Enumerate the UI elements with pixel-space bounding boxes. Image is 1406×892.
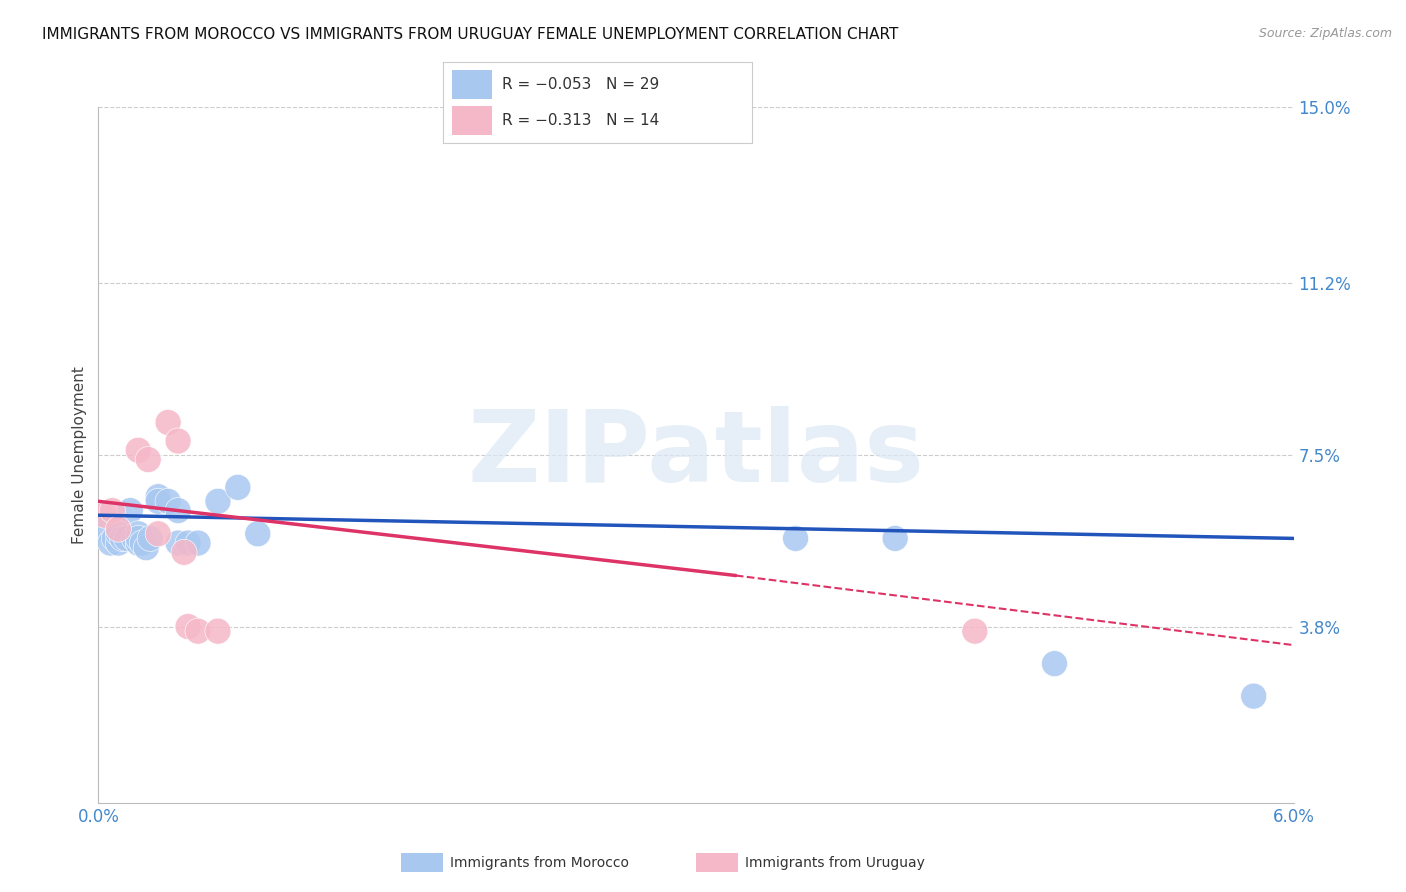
Ellipse shape [125,437,152,463]
Ellipse shape [155,488,181,515]
Ellipse shape [165,530,191,556]
Ellipse shape [205,488,231,515]
Ellipse shape [110,525,135,551]
Ellipse shape [100,498,125,524]
Ellipse shape [91,516,117,542]
Ellipse shape [145,483,172,509]
Ellipse shape [783,525,808,551]
Ellipse shape [105,521,131,547]
Text: R = −0.313   N = 14: R = −0.313 N = 14 [502,112,659,128]
Text: IMMIGRANTS FROM MOROCCO VS IMMIGRANTS FROM URUGUAY FEMALE UNEMPLOYMENT CORRELATI: IMMIGRANTS FROM MOROCCO VS IMMIGRANTS FR… [42,27,898,42]
Ellipse shape [125,525,152,551]
Ellipse shape [205,618,231,644]
Ellipse shape [129,530,155,556]
Ellipse shape [165,498,191,524]
Ellipse shape [172,540,197,566]
Ellipse shape [186,618,211,644]
Ellipse shape [1240,683,1267,709]
Ellipse shape [121,525,148,551]
Ellipse shape [155,409,181,435]
Ellipse shape [105,516,131,542]
Ellipse shape [882,525,908,551]
Bar [453,106,492,135]
Ellipse shape [145,488,172,515]
Text: R = −0.053   N = 29: R = −0.053 N = 29 [502,77,659,92]
Ellipse shape [962,618,988,644]
Text: Immigrants from Morocco: Immigrants from Morocco [450,855,628,870]
Ellipse shape [97,530,124,556]
Ellipse shape [138,525,163,551]
Ellipse shape [105,530,131,556]
Ellipse shape [186,530,211,556]
Text: Immigrants from Uruguay: Immigrants from Uruguay [745,855,925,870]
Ellipse shape [125,530,152,556]
Bar [453,70,492,99]
Ellipse shape [1042,650,1067,677]
Ellipse shape [165,428,191,454]
Ellipse shape [125,521,152,547]
Y-axis label: Female Unemployment: Female Unemployment [72,366,87,544]
Ellipse shape [117,498,143,524]
Ellipse shape [91,502,117,528]
Ellipse shape [176,614,201,640]
Ellipse shape [135,447,162,473]
Text: ZIPatlas: ZIPatlas [468,407,924,503]
Ellipse shape [101,525,128,551]
Ellipse shape [245,521,271,547]
Ellipse shape [134,534,159,561]
Text: Source: ZipAtlas.com: Source: ZipAtlas.com [1258,27,1392,40]
Ellipse shape [225,475,250,500]
Ellipse shape [145,521,172,547]
Ellipse shape [176,530,201,556]
Ellipse shape [114,525,139,551]
